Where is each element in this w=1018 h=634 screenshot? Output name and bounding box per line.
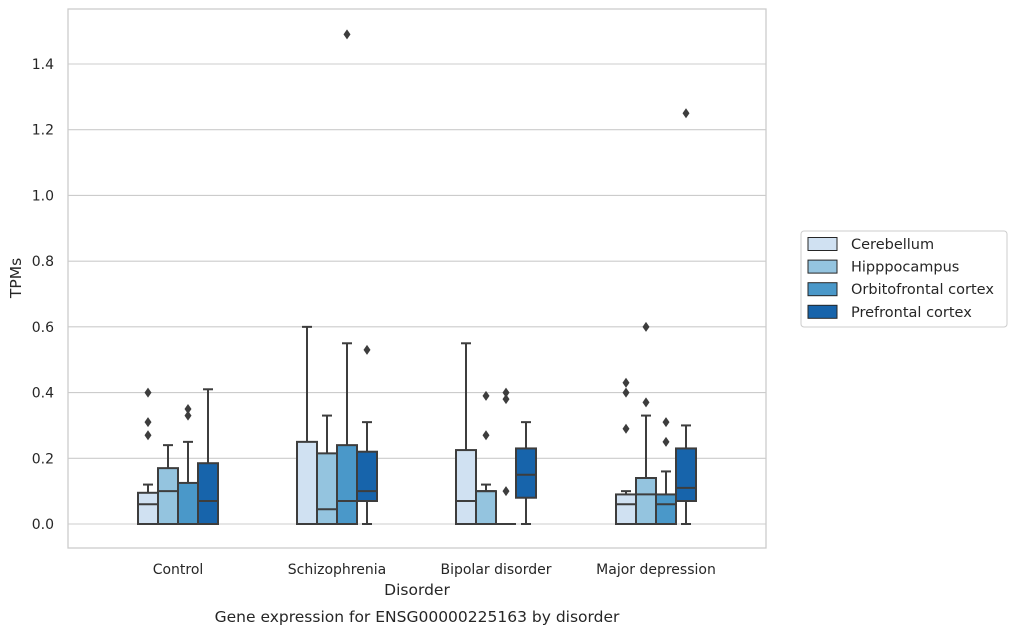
legend-swatch [807,237,838,251]
outlier-point [622,387,630,398]
box [316,452,338,526]
box [356,450,378,503]
series-cerebellum [137,325,637,526]
legend-label: Cerebellum [851,237,934,253]
box-group [197,388,219,526]
box [177,481,199,525]
box-group [157,444,179,525]
box [515,447,537,499]
x-tick-label: Bipolar disorder [440,562,551,578]
legend-label: Orbitofrontal cortex [851,282,994,298]
x-axis-title: Disorder [384,581,450,599]
outlier-point [482,390,490,401]
box [137,491,159,525]
outlier-point [682,108,690,119]
x-tick-label: Major depression [596,562,716,578]
outlier-point [343,29,351,40]
legend-label: Prefrontal cortex [851,305,972,321]
y-axis-title: TPMs [7,258,25,299]
box [675,447,697,502]
legend-swatch [807,259,838,274]
gridlines [68,63,766,525]
x-tick-label: Control [153,562,204,578]
box-group [356,344,378,525]
outlier-point [363,344,371,355]
x-tick-label: Schizophrenia [288,562,386,578]
box [655,493,677,525]
outlier-point [144,387,152,398]
y-tick-label: 0.8 [32,254,54,270]
legend-swatch [807,304,838,319]
legend-frame [800,230,1008,328]
y-tick-label: 1.2 [32,123,54,139]
outlier-point [482,430,490,441]
box-group [655,417,677,525]
y-tick-label: 0.2 [32,451,54,467]
outlier-point [622,377,630,388]
legend-swatch [807,282,838,297]
series-prefrontal-cortex [197,108,697,526]
box [336,444,358,525]
box-group [635,321,657,525]
box-group [177,404,199,525]
box [296,440,318,526]
y-tick-label: 0.4 [32,386,54,402]
box [475,490,497,525]
box-group [455,342,477,526]
chart-title: Gene expression for ENSG00000225163 by d… [215,608,620,626]
box-group [137,387,159,525]
outlier-point [184,404,192,414]
box-group [515,421,537,525]
box-group [615,377,637,525]
outlier-point [622,423,630,434]
box [197,462,219,526]
box-group [316,414,338,526]
y-axis-ticks: 0.0 0.2 0.4 0.6 0.8 1.0 1.2 1.4 [32,57,54,533]
box [615,493,637,525]
series-orbitofrontal-cortex [177,29,677,525]
series-hipppocampus [157,321,657,526]
legend-label: Hipppocampus [851,260,959,276]
box-series [137,29,697,526]
y-tick-label: 1.4 [32,57,54,73]
outlier-point [642,397,650,408]
y-tick-label: 0.6 [32,320,54,336]
outlier-point [642,321,650,332]
box-group [675,108,697,525]
y-tick-label: 0.0 [32,517,54,533]
box [635,477,657,525]
box [157,467,179,525]
outlier-point [662,436,670,447]
box [455,449,477,526]
outlier-point [144,417,152,428]
outlier-point [662,417,670,428]
outlier-point [502,387,510,398]
plot-area-frame [67,8,767,549]
box-group [336,29,358,525]
outlier-point [184,410,192,421]
y-tick-label: 1.0 [32,188,54,204]
box-group [496,387,516,525]
legend: Cerebellum Hipppocampus Orbitofrontal cort… [800,230,1008,328]
x-axis-ticks: Control Schizophrenia Bipolar disorder Majo… [153,562,716,578]
outlier-point [502,486,510,497]
box-group [475,390,497,525]
outlier-point [502,394,510,405]
outlier-point [144,430,152,441]
box-group [296,325,318,526]
